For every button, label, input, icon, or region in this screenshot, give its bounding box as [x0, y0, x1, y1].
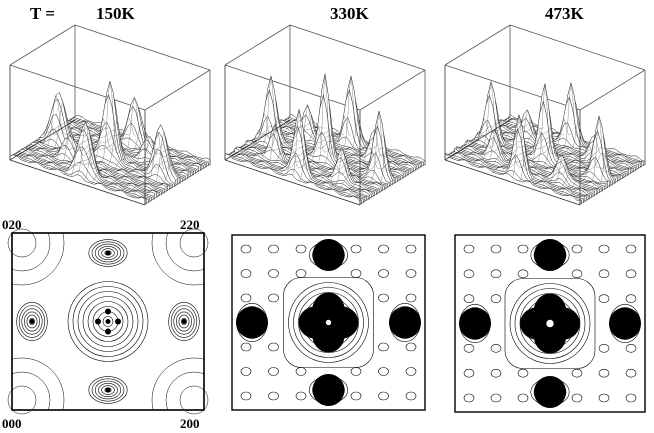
contour-dot: [106, 251, 111, 256]
corner-label: 000: [2, 416, 22, 431]
temperature-prefix: T =: [30, 4, 55, 23]
box-edge: [580, 70, 645, 110]
box-edge: [445, 25, 510, 65]
contour-dot: [105, 309, 111, 315]
box-edge: [290, 25, 425, 70]
temperature-label: 150K: [96, 4, 136, 23]
contour-dot: [106, 388, 111, 393]
contour-dot: [105, 329, 111, 335]
contour-blob: [313, 374, 345, 406]
temperature-label: 473K: [545, 4, 585, 23]
contour-blob: [609, 308, 641, 340]
contour-dot: [95, 319, 101, 325]
contour-plot: [0, 201, 236, 433]
surface-plot: [10, 25, 210, 205]
corner-label: 200: [180, 416, 200, 431]
contour-center: [326, 320, 332, 326]
contour-plot: [232, 235, 425, 410]
contour-dot: [182, 319, 187, 324]
box-edge: [360, 70, 425, 110]
contour-blob: [534, 376, 566, 408]
contour-dot: [106, 319, 111, 324]
corner-label: 020: [2, 217, 22, 232]
contour-dot: [115, 319, 121, 325]
box-edge: [445, 65, 580, 110]
contour-blob: [389, 307, 421, 339]
contour-blob: [313, 239, 345, 271]
contour-blob: [534, 239, 566, 271]
contour-blob: [459, 308, 491, 340]
temperature-label: 330K: [330, 4, 370, 23]
contour-dot: [30, 319, 35, 324]
box-edge: [10, 25, 75, 65]
box-edge: [510, 25, 645, 70]
surface-plot: [225, 25, 425, 205]
box-edge: [10, 65, 145, 110]
contour-plot: [455, 235, 645, 412]
surface-plot: [445, 25, 645, 205]
contour-blob: [236, 307, 268, 339]
contour-center: [546, 320, 554, 328]
box-edge: [225, 65, 360, 110]
box-edge: [225, 25, 290, 65]
box-edge: [75, 25, 210, 70]
box-edge: [145, 70, 210, 110]
figure: T = 150K 330K 473K 020 220 000 200: [0, 0, 654, 433]
